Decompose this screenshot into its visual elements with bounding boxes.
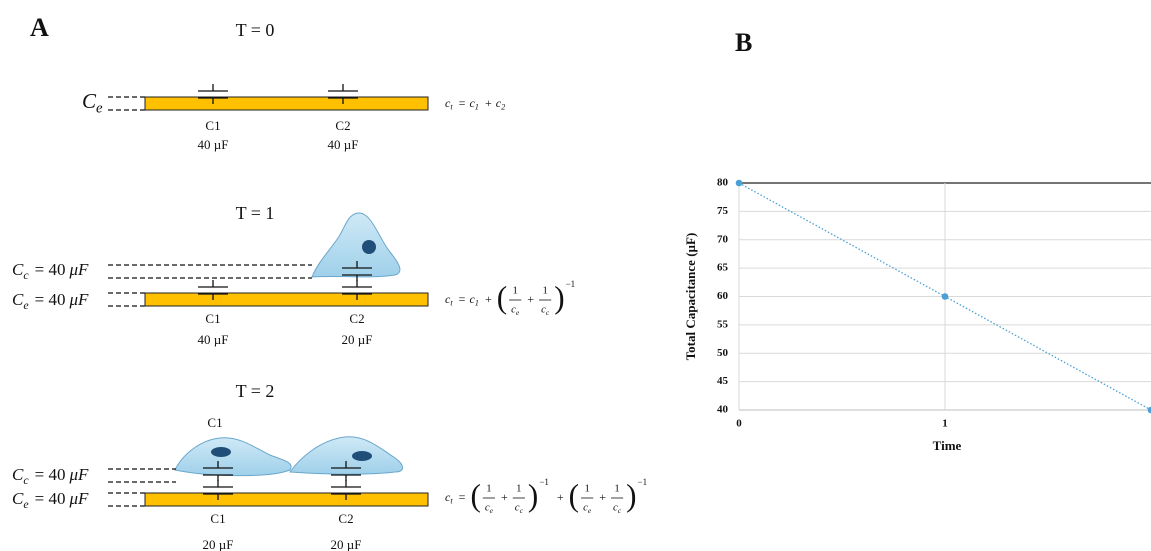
math-subscript: 1	[475, 103, 479, 112]
fraction-numerator: 1	[513, 284, 518, 296]
math-subscript: e	[23, 298, 29, 312]
capacitor-value: 20 µF	[342, 332, 373, 347]
figure: A T = 0CeC140 µFC240 µFct=c1+c2T = 1Cc= …	[0, 0, 1151, 551]
capacitor-name: C1	[210, 511, 225, 526]
math-operator: =	[459, 96, 466, 110]
y-tick-label: 75	[717, 205, 729, 217]
capacitor-name: C1	[205, 118, 220, 133]
math-subscript: t	[450, 497, 453, 506]
panel-label: B	[735, 28, 752, 57]
math-operator: +	[485, 292, 492, 306]
capacitor-value: 40 µF	[198, 137, 229, 152]
capacitor-value: 20 µF	[331, 537, 362, 551]
math-subscript: c	[23, 473, 29, 487]
math-superscript: −1	[638, 477, 648, 487]
math-operator: =	[459, 490, 466, 504]
y-tick-label: 65	[717, 262, 729, 274]
capacitor-name: C2	[349, 311, 364, 326]
electrode	[145, 293, 428, 306]
math-operator: =	[459, 292, 466, 306]
math-variable: C	[12, 290, 24, 309]
x-tick-label: 1	[942, 418, 948, 430]
stage-title: T = 0	[236, 20, 275, 40]
math-operator: +	[485, 96, 492, 110]
nucleus	[362, 240, 376, 254]
capacitor-value: 20 µF	[203, 537, 234, 551]
math-operator: +	[501, 490, 508, 504]
y-tick-label: 45	[717, 375, 729, 387]
y-tick-label: 60	[717, 290, 729, 302]
data-point	[942, 293, 949, 300]
parenthesis: (	[497, 280, 507, 315]
y-axis-label: Total Capacitance (µF)	[683, 233, 698, 361]
y-tick-label: 70	[717, 233, 729, 245]
math-subscript: t	[450, 299, 453, 308]
electrode	[145, 493, 428, 506]
fraction-numerator: 1	[486, 482, 491, 494]
nucleus	[211, 447, 231, 457]
capacitor-value: 40 µF	[198, 332, 229, 347]
math-subscript: t	[450, 103, 453, 112]
math-subscript: 2	[501, 103, 505, 112]
math-operator: = 40	[35, 290, 66, 309]
x-tick-label: 0	[736, 418, 742, 430]
y-tick-label: 40	[717, 404, 729, 416]
math-subscript: e	[23, 497, 29, 511]
math-variable: μF	[68, 260, 89, 279]
panel-label: A	[30, 13, 49, 42]
math-operator: = 40	[35, 260, 66, 279]
body: A T = 0CeC140 µFC240 µFct=c1+c2T = 1Cc= …	[0, 0, 1151, 551]
math-subscript: c	[618, 506, 622, 515]
math-operator: +	[557, 490, 564, 504]
capacitor-value: 40 µF	[328, 137, 359, 152]
math-subscript: e	[490, 506, 494, 515]
capacitor-name: C2	[338, 511, 353, 526]
math-superscript: −1	[566, 279, 576, 289]
math-variable: C	[82, 89, 97, 113]
math-subscript: 1	[475, 299, 479, 308]
math-variable: C	[12, 465, 24, 484]
cell-label: C1	[207, 415, 222, 430]
math-operator: +	[599, 490, 606, 504]
capacitor-name: C1	[205, 311, 220, 326]
page: {"panel_a": {"label": "A", "stages": [ {…	[0, 0, 1151, 551]
stage-title: T = 2	[236, 381, 275, 401]
y-tick-label: 55	[717, 318, 729, 330]
y-tick-label: 80	[717, 177, 729, 189]
fraction-numerator: 1	[542, 284, 547, 296]
math-variable: μF	[68, 489, 89, 508]
parenthesis: (	[569, 478, 579, 513]
parenthesis: )	[626, 478, 636, 513]
fraction-numerator: 1	[516, 482, 521, 494]
math-subscript: e	[96, 101, 103, 117]
nucleus	[352, 451, 372, 461]
math-variable: μF	[68, 290, 89, 309]
math-subscript: c	[23, 268, 29, 282]
math-subscript: e	[588, 506, 592, 515]
math-operator: = 40	[35, 465, 66, 484]
math-operator: = 40	[35, 489, 66, 508]
stage-title: T = 1	[236, 203, 275, 223]
parenthesis: (	[470, 478, 480, 513]
math-superscript: −1	[539, 477, 549, 487]
electrode	[145, 97, 428, 110]
cell	[175, 438, 291, 476]
y-tick-label: 50	[717, 347, 729, 359]
cell	[290, 437, 403, 475]
fraction-numerator: 1	[614, 482, 619, 494]
parenthesis: )	[554, 280, 564, 315]
math-variable: μF	[68, 465, 89, 484]
data-point	[736, 180, 743, 187]
parenthesis: )	[528, 478, 538, 513]
math-operator: +	[527, 292, 534, 306]
math-variable: C	[12, 489, 24, 508]
math-subscript: e	[516, 308, 520, 317]
math-variable: C	[12, 260, 24, 279]
x-axis-label: Time	[933, 438, 962, 453]
math-subscript: c	[546, 308, 550, 317]
fraction-numerator: 1	[584, 482, 589, 494]
math-subscript: c	[520, 506, 524, 515]
capacitor-name: C2	[335, 118, 350, 133]
